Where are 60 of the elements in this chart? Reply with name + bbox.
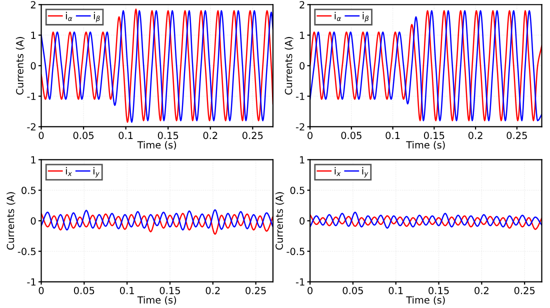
x-axis-title: Time (s): [137, 141, 176, 150]
legend-label: i$_{y}$: [362, 166, 368, 178]
y-tick-label: -0.5: [286, 248, 304, 256]
x-tick-label: 0.2: [474, 286, 488, 294]
x-tick-label: 0.15: [160, 286, 180, 294]
y-tick-label: 1: [300, 156, 304, 164]
y-tick-label: -0.5: [18, 248, 36, 256]
x-tick-label: 0.25: [246, 286, 266, 294]
x-tick-label: 0.05: [74, 286, 94, 294]
x-tick-label: 0.15: [158, 132, 178, 140]
x-tick-label: 0.15: [428, 286, 449, 294]
y-tick-label: 2: [300, 1, 304, 8]
legend-label: i$_{x}$: [66, 166, 72, 176]
y-tick-label: 1: [31, 156, 36, 164]
y-tick-label: 2: [30, 1, 36, 8]
legend-label: i$_{β}$: [362, 12, 369, 22]
y-tick-label: -1: [27, 92, 36, 100]
x-tick-label: 0: [38, 132, 44, 140]
y-tick-label: 0: [30, 62, 36, 70]
x-tick-label: 0: [308, 286, 312, 294]
legend-label: i$_{β}$: [94, 12, 100, 22]
y-tick-label: -1: [296, 278, 304, 286]
y-tick-label: 0: [30, 217, 36, 225]
legend-label: i$_{α}$: [66, 12, 72, 21]
x-tick-label: 0.1: [388, 286, 403, 294]
y-axis-title: Currents (A): [6, 192, 16, 250]
y-tick-label: 1: [300, 32, 304, 39]
y-tick-label: -2: [27, 123, 36, 130]
y-tick-label: -1: [27, 278, 36, 286]
legend-label: i$_{α}$: [334, 12, 342, 21]
y-tick-label: -1: [296, 92, 304, 100]
x-axis-title: Time (s): [406, 296, 445, 305]
legend-label: i$_{y}$: [94, 166, 100, 178]
y-tick-label: -2: [296, 123, 304, 130]
x-axis-title: Time (s): [137, 296, 176, 305]
x-tick-label: 0.1: [118, 132, 133, 140]
x-tick-label: 0.1: [386, 132, 400, 140]
x-tick-label: 0.2: [206, 286, 220, 294]
x-tick-label: 0.05: [342, 286, 363, 294]
x-tick-label: 0.2: [468, 132, 482, 140]
y-axis-title: Currents (A): [275, 192, 284, 250]
y-axis-title: Currents (A): [16, 37, 25, 95]
x-tick-label: 0.25: [242, 132, 263, 140]
y-axis-title: Currents (A): [284, 37, 294, 95]
x-tick-label: 0.15: [424, 132, 444, 140]
y-tick-label: 0: [300, 62, 305, 70]
y-tick-label: 1: [31, 32, 36, 39]
x-tick-label: 0.25: [506, 132, 527, 140]
x-axis-title: Time (s): [406, 141, 445, 150]
y-tick-label: 0.5: [22, 186, 36, 194]
x-tick-label: 0.05: [73, 132, 94, 140]
y-tick-label: 0: [300, 217, 305, 225]
x-tick-label: 0.25: [514, 286, 535, 294]
x-tick-label: 0.1: [120, 286, 134, 294]
x-tick-label: 0.05: [341, 132, 362, 140]
x-tick-label: 0: [308, 132, 312, 140]
x-tick-label: 0.2: [203, 132, 218, 140]
legend-label: i$_{x}$: [334, 166, 341, 176]
x-tick-label: 0: [38, 286, 44, 294]
y-tick-label: 0.5: [290, 186, 304, 194]
